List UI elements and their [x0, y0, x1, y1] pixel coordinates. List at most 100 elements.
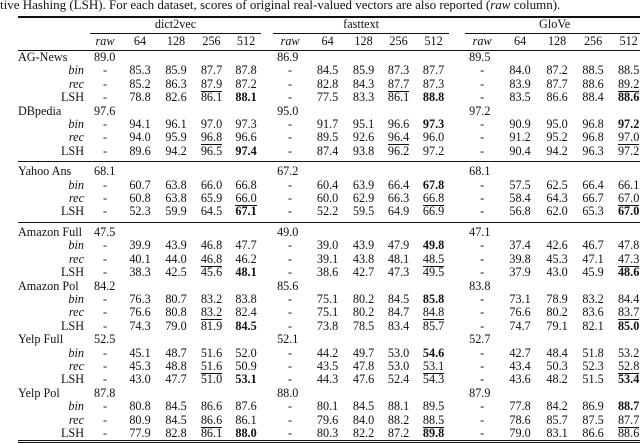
- score-cell: 48.6: [617, 265, 640, 280]
- group-header-glove: GloVe: [463, 16, 640, 34]
- method-row: bin - 39.9 43.9 46.8 47.7 - 39.0 43.9 47.9 49.8 - 37…: [18, 239, 640, 252]
- empty-cell: [611, 51, 640, 65]
- score-cell: 73.8: [316, 318, 339, 333]
- score-cell: 77.5: [316, 90, 339, 105]
- method-label: LSH: [60, 372, 84, 387]
- gap: [451, 333, 463, 346]
- method-label: rec: [68, 191, 84, 206]
- score-cell: 88.5: [582, 63, 604, 78]
- method-row: bin - 85.3 85.9 87.7 87.8 - 84.5 85.9 87.3 87.7 - 84…: [18, 64, 640, 77]
- score-cell: 66.4: [387, 177, 410, 192]
- raw-placeholder: -: [288, 399, 293, 414]
- table-caption: tive Hashing (LSH). For each dataset, sc…: [0, 0, 560, 13]
- score-cell: 97.2: [611, 144, 640, 163]
- raw-placeholder: -: [288, 265, 293, 280]
- score-cell: 78.8: [129, 90, 151, 105]
- raw-score: 85.6: [277, 278, 299, 293]
- method-row: rec - 45.3 48.8 51.6 50.9 - 43.5 47.8 53.0 53.1 - 43…: [18, 358, 640, 374]
- gap: [451, 400, 463, 413]
- method-label: rec: [68, 358, 84, 373]
- score-cell: 85.7: [546, 412, 568, 427]
- score-cell: 84.5: [316, 63, 339, 78]
- gap: [451, 347, 463, 360]
- gap: [263, 293, 271, 306]
- score-cell: 66.8: [422, 191, 445, 207]
- caption-text: tive Hashing (LSH). For each dataset, sc…: [0, 0, 491, 12]
- gap: [263, 51, 271, 65]
- score-cell: 53.1: [422, 358, 445, 374]
- score-cell: 76.6: [129, 305, 151, 320]
- gap: [263, 192, 271, 205]
- empty-cell: [611, 280, 640, 293]
- gap: [263, 118, 271, 131]
- score-cell: 45.1: [129, 345, 151, 360]
- score-cell: 97.3: [235, 117, 257, 132]
- empty-cell: [501, 105, 539, 118]
- column-header-512: 512: [611, 34, 640, 51]
- empty-cell: [229, 280, 263, 293]
- score-cell: 80.9: [129, 412, 151, 427]
- score-cell: 46.8: [200, 238, 223, 253]
- score-cell: 83.2: [200, 291, 223, 306]
- score-cell: 74.7: [509, 318, 531, 333]
- empty-cell: [309, 387, 346, 400]
- empty-cell: [416, 51, 451, 65]
- score-cell: 86.6: [200, 412, 223, 428]
- empty-cell: [229, 51, 263, 65]
- score-cell: 37.4: [509, 238, 531, 253]
- score-cell: 85.0: [617, 318, 640, 333]
- score-cell: 94.2: [158, 144, 194, 163]
- score-cell: 88.0: [229, 426, 264, 443]
- dataset-row: AG-News 89.0 86.9 89.5: [18, 50, 640, 65]
- score-cell: 95.1: [352, 117, 375, 132]
- score-cell: 45.3: [129, 358, 151, 373]
- empty-cell: [122, 387, 158, 400]
- score-cell: 48.7: [165, 345, 187, 360]
- dataset-name: Yelp Full: [18, 332, 64, 347]
- score-cell: 52.2: [309, 205, 347, 223]
- gap: [451, 360, 463, 373]
- score-cell: 66.1: [617, 177, 640, 192]
- empty-cell: [539, 222, 575, 239]
- raw-placeholder: -: [480, 117, 485, 132]
- raw-placeholder: -: [102, 291, 108, 306]
- gap: [451, 105, 463, 118]
- raw-placeholder: -: [102, 90, 108, 105]
- column-header-raw: raw: [88, 34, 122, 51]
- raw-placeholder: -: [102, 399, 108, 414]
- empty-cell: [122, 162, 158, 179]
- score-cell: 63.9: [352, 177, 375, 192]
- raw-placeholder: -: [480, 399, 485, 414]
- raw-placeholder: -: [102, 345, 108, 360]
- score-cell: 96.8: [200, 130, 223, 146]
- embedding-header-row: dict2vec fasttext GloVe: [18, 16, 640, 34]
- score-cell: 78.9: [546, 291, 568, 306]
- raw-placeholder: -: [480, 238, 485, 253]
- empty-cell: [346, 222, 381, 239]
- score-cell: 50.3: [546, 358, 568, 373]
- score-cell: 39.1: [316, 251, 339, 266]
- empty-cell: [416, 162, 451, 179]
- method-label: LSH: [18, 144, 88, 163]
- score-cell: 88.6: [582, 76, 604, 91]
- raw-score: 84.2: [94, 278, 116, 293]
- method-label: LSH: [60, 90, 84, 105]
- method-row: LSH - 74.3 79.0 81.9 84.5 - 73.8 78.5 83.4 85.7 - 74…: [18, 318, 640, 333]
- method-row: LSH - 38.3 42.5 45.6 48.1 - 38.6 42.7 47.3 49.5 - 37…: [18, 265, 640, 280]
- gap: [263, 162, 271, 179]
- gap: [263, 320, 271, 333]
- score-cell: 81.9: [200, 318, 223, 333]
- score-cell: 48.2: [546, 372, 568, 387]
- raw-placeholder: -: [480, 345, 485, 360]
- column-header-raw: raw: [271, 34, 310, 51]
- empty-cell: [539, 333, 575, 346]
- score-cell: 48.5: [422, 251, 445, 267]
- empty-cell: [194, 51, 229, 65]
- raw-placeholder: -: [288, 63, 293, 78]
- score-cell: 83.4: [387, 318, 410, 333]
- empty-cell: [309, 333, 346, 346]
- score-cell: 88.8: [422, 90, 445, 105]
- score-cell: 47.9: [387, 238, 410, 253]
- method-label: LSH: [60, 265, 84, 280]
- score-cell: 84.0: [352, 412, 375, 427]
